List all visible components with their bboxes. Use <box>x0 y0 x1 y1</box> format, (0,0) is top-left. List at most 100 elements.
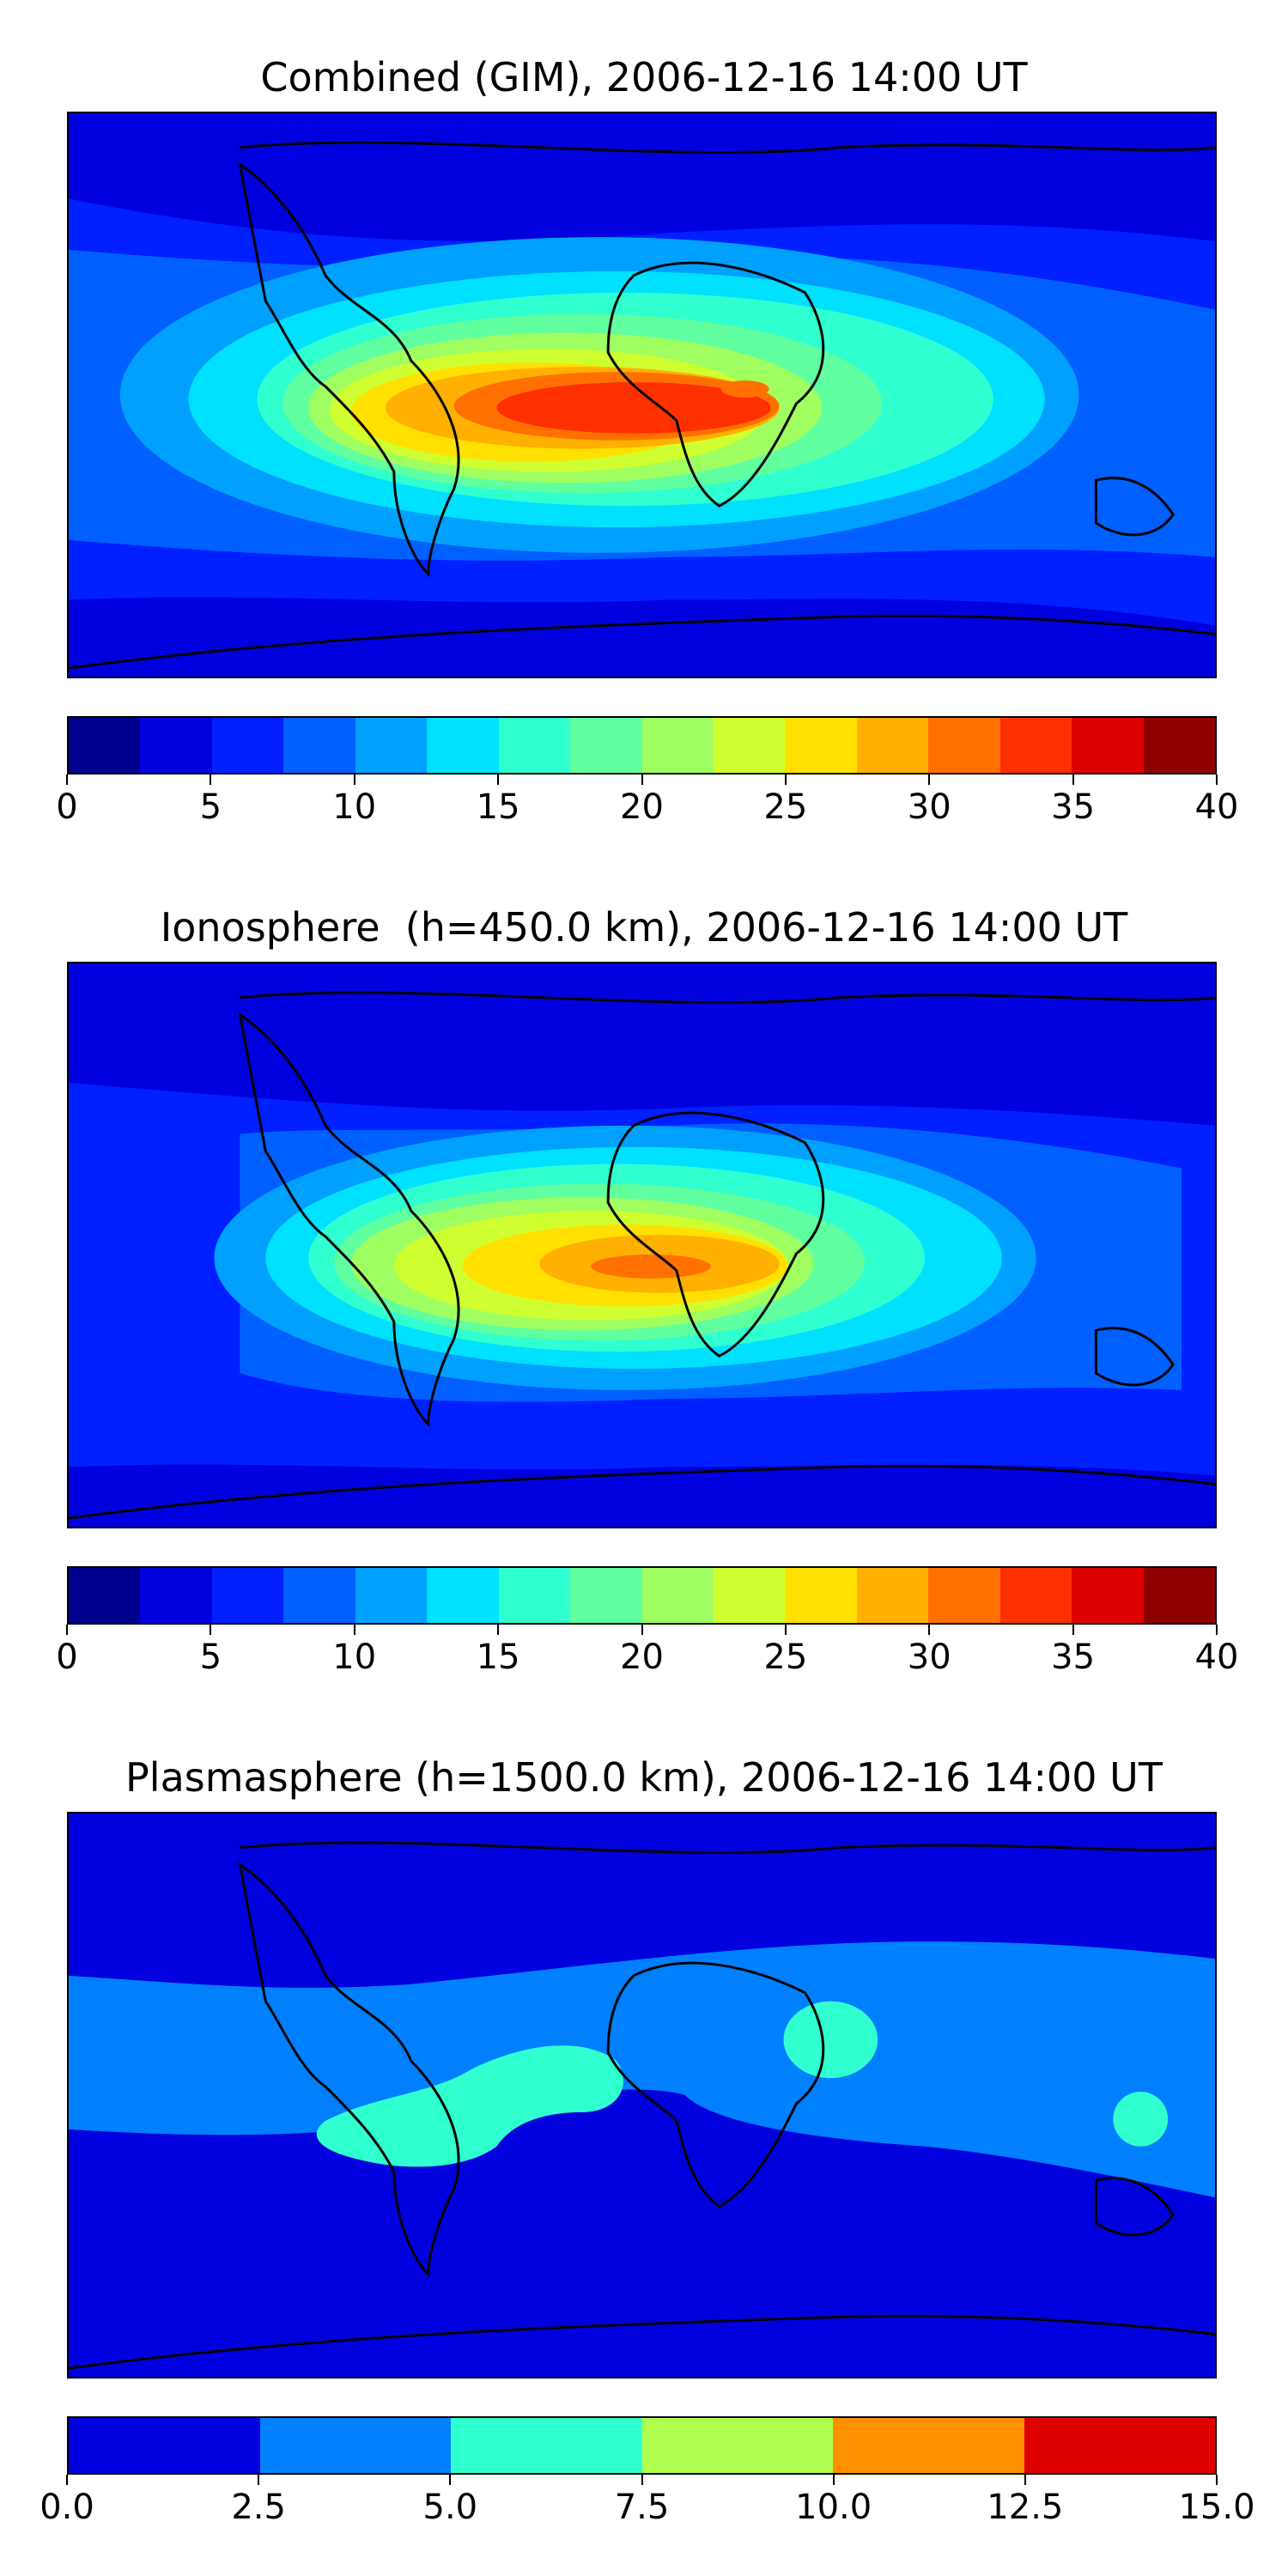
colorbar-segment <box>785 1568 857 1623</box>
colorbar-tick-mark <box>928 775 931 785</box>
colorbar-segment <box>1072 1568 1144 1623</box>
colorbar-tick-mark <box>1024 2475 1026 2485</box>
colorbar-segment <box>211 1568 284 1623</box>
colorbar-segment <box>999 1568 1072 1623</box>
colorbar-segment <box>856 718 929 773</box>
colorbar-segment <box>355 718 428 773</box>
colorbar-segment <box>1143 718 1215 773</box>
map-plasmasphere <box>67 1812 1217 2379</box>
colorbar-tick-label: 10.0 <box>795 2488 872 2527</box>
colorbar-segment <box>1143 1568 1215 1623</box>
tec-contour-map-plasmasphere <box>69 1814 1215 2377</box>
colorbar-segment <box>856 1568 929 1623</box>
colorbar-tick-label: 0 <box>56 787 78 827</box>
colorbar-ticks-plasmasphere: 0.0 2.5 5.0 7.5 10.0 12.5 15.0 <box>39 2475 1255 2527</box>
colorbar-tick-label: 0 <box>56 1637 78 1677</box>
colorbar-tick-label: 5 <box>199 787 222 827</box>
colorbar-tick-mark <box>1216 2475 1218 2485</box>
colorbar-segment <box>570 1568 642 1623</box>
colorbar-tick-mark <box>1216 1625 1218 1635</box>
colorbar-tick-mark <box>784 775 787 785</box>
colorbar-segment <box>1072 718 1144 773</box>
colorbar-tick-mark <box>353 775 355 785</box>
colorbar-tick-label: 12.5 <box>987 2488 1064 2527</box>
colorbar-tick-mark <box>497 775 500 785</box>
colorbar-tick-label: 20 <box>620 787 664 827</box>
map-combined <box>67 112 1217 678</box>
panel-title-ionosphere: Ionosphere (h=450.0 km), 2006-12-16 14:0… <box>160 904 1128 951</box>
colorbar-segment <box>498 718 571 773</box>
colorbar-tick-label: 15.0 <box>1178 2488 1255 2527</box>
colorbar-segment <box>69 2418 260 2473</box>
colorbar-segment <box>69 718 141 773</box>
colorbar-segment <box>283 1568 355 1623</box>
colorbar-combined <box>67 716 1217 775</box>
colorbar-segment <box>427 718 499 773</box>
colorbar-tick-mark <box>258 2475 260 2485</box>
colorbar-segment <box>283 718 355 773</box>
colorbar-tick-label: 5.0 <box>422 2488 478 2527</box>
colorbar-tick-mark <box>641 1625 643 1635</box>
colorbar-tick-label: 40 <box>1194 1637 1239 1677</box>
panel-title-combined: Combined (GIM), 2006-12-16 14:00 UT <box>260 54 1028 100</box>
colorbar-tick-mark <box>497 1625 500 1635</box>
colorbar-tick-label: 30 <box>907 1637 951 1677</box>
colorbar-segment <box>140 1568 212 1623</box>
colorbar-ticks-ionosphere: 0 5 10 15 20 25 30 35 40 <box>56 1625 1238 1677</box>
colorbar-tick-label: 15 <box>476 1637 520 1677</box>
colorbar-tick-mark <box>353 1625 355 1635</box>
colorbar-segment <box>259 2418 451 2473</box>
tec-contour-map-ionosphere <box>69 963 1215 1527</box>
colorbar-tick-mark <box>66 1625 68 1635</box>
colorbar-segment <box>999 718 1072 773</box>
colorbar-segment <box>211 718 284 773</box>
colorbar-tick-mark <box>641 775 643 785</box>
colorbar-tick-mark <box>641 2475 643 2485</box>
colorbar-segment <box>427 1568 499 1623</box>
colorbar-tick-label: 35 <box>1051 787 1096 827</box>
colorbar-ticks-combined: 0 5 10 15 20 25 30 35 40 <box>56 775 1238 827</box>
colorbar-tick-mark <box>784 1625 787 1635</box>
colorbar-segment <box>570 718 642 773</box>
colorbar-tick-label: 20 <box>620 1637 664 1677</box>
colorbar-ionosphere <box>67 1566 1217 1625</box>
panel-title-plasmasphere: Plasmasphere (h=1500.0 km), 2006-12-16 1… <box>125 1754 1163 1801</box>
colorbar-segment <box>641 718 714 773</box>
colorbar-tick-label: 35 <box>1051 1637 1096 1677</box>
colorbar-segment <box>498 1568 571 1623</box>
colorbar-segment <box>140 718 212 773</box>
colorbar-tick-label: 5 <box>199 1637 222 1677</box>
colorbar-tick-label: 10 <box>332 787 377 827</box>
colorbar-segment <box>641 2418 833 2473</box>
map-ionosphere <box>67 962 1217 1528</box>
colorbar-tick-mark <box>210 775 212 785</box>
colorbar-tick-label: 40 <box>1194 787 1239 827</box>
colorbar-tick-label: 15 <box>476 787 520 827</box>
tec-contour-map-combined <box>69 113 1215 677</box>
colorbar-segment <box>355 1568 428 1623</box>
colorbar-tick-label: 30 <box>907 787 951 827</box>
colorbar-tick-mark <box>210 1625 212 1635</box>
colorbar-tick-label: 25 <box>763 787 808 827</box>
colorbar-segment <box>833 2418 1024 2473</box>
colorbar-tick-mark <box>449 2475 452 2485</box>
colorbar-tick-mark <box>1216 775 1218 785</box>
colorbar-segment <box>451 2418 642 2473</box>
colorbar-tick-label: 10 <box>332 1637 377 1677</box>
colorbar-tick-label: 25 <box>763 1637 808 1677</box>
colorbar-tick-mark <box>1072 1625 1074 1635</box>
colorbar-segment <box>928 718 1000 773</box>
colorbar-tick-mark <box>832 2475 835 2485</box>
colorbar-segment <box>69 1568 141 1623</box>
colorbar-segment <box>641 1568 714 1623</box>
colorbar-segment <box>1024 2418 1215 2473</box>
colorbar-tick-label: 0.0 <box>39 2488 94 2527</box>
colorbar-plasmasphere <box>67 2416 1217 2475</box>
colorbar-segment <box>928 1568 1000 1623</box>
colorbar-tick-mark <box>66 2475 68 2485</box>
colorbar-tick-mark <box>928 1625 931 1635</box>
colorbar-tick-label: 2.5 <box>231 2488 286 2527</box>
colorbar-tick-mark <box>1072 775 1074 785</box>
colorbar-segment <box>713 718 786 773</box>
colorbar-segment <box>713 1568 786 1623</box>
